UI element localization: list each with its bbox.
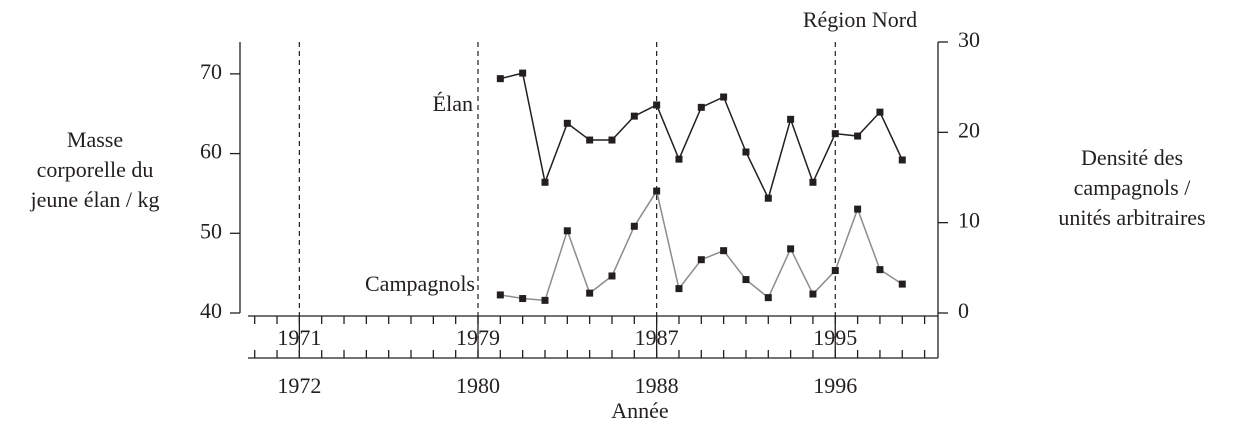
point bbox=[787, 245, 795, 253]
y2-tick-label: 30 bbox=[958, 27, 980, 52]
y2-tick-label: 20 bbox=[958, 117, 980, 142]
point bbox=[519, 69, 527, 77]
point bbox=[653, 101, 661, 109]
y2-tick-label: 0 bbox=[958, 298, 969, 323]
point bbox=[898, 280, 906, 288]
point bbox=[675, 155, 683, 163]
y2-axis-label: unités arbitraires bbox=[1058, 205, 1205, 230]
point bbox=[630, 222, 638, 230]
x2-tick-label: 1996 bbox=[813, 373, 857, 398]
point bbox=[519, 295, 527, 303]
series-label: Campagnols bbox=[365, 271, 475, 296]
point bbox=[854, 205, 862, 213]
point bbox=[563, 119, 571, 127]
point bbox=[563, 227, 571, 235]
point bbox=[720, 93, 728, 101]
x2-tick-label: 1972 bbox=[277, 373, 321, 398]
point bbox=[742, 276, 750, 284]
point bbox=[764, 194, 772, 202]
point bbox=[630, 112, 638, 120]
y-axis-label: Masse bbox=[67, 127, 123, 152]
point bbox=[787, 115, 795, 123]
point bbox=[764, 294, 772, 302]
point bbox=[697, 256, 705, 264]
y-axis-label: corporelle du bbox=[37, 157, 154, 182]
y2-axis-label: Densité des bbox=[1081, 145, 1183, 170]
point bbox=[608, 272, 616, 280]
x2-tick-label: 1980 bbox=[456, 373, 500, 398]
region-annotation: Région Nord bbox=[803, 7, 917, 32]
y2-axis-label: campagnols / bbox=[1074, 175, 1192, 200]
point bbox=[541, 178, 549, 186]
point bbox=[541, 296, 549, 304]
point bbox=[876, 266, 884, 274]
point bbox=[831, 267, 839, 275]
series-label: Élan bbox=[433, 91, 473, 116]
y-tick-label: 70 bbox=[200, 59, 222, 84]
x-axis-label: Année bbox=[611, 398, 668, 423]
point bbox=[496, 75, 504, 83]
series-line bbox=[500, 72, 903, 201]
point bbox=[809, 178, 817, 186]
point bbox=[697, 103, 705, 111]
point bbox=[586, 136, 594, 144]
point bbox=[742, 148, 750, 156]
point bbox=[898, 156, 906, 164]
point bbox=[876, 108, 884, 116]
x2-tick-label: 1988 bbox=[635, 373, 679, 398]
point bbox=[809, 290, 817, 298]
point bbox=[854, 132, 862, 140]
series-line bbox=[500, 189, 903, 302]
point bbox=[586, 289, 594, 297]
y-axis-label: jeune élan / kg bbox=[30, 187, 160, 212]
y-tick-label: 60 bbox=[200, 139, 222, 164]
point bbox=[496, 291, 504, 299]
y2-tick-label: 10 bbox=[958, 208, 980, 233]
point bbox=[831, 130, 839, 138]
y-tick-label: 50 bbox=[200, 218, 222, 243]
point bbox=[653, 187, 661, 195]
y-tick-label: 40 bbox=[200, 298, 222, 323]
point bbox=[608, 136, 616, 144]
point bbox=[675, 285, 683, 293]
point bbox=[720, 247, 728, 255]
